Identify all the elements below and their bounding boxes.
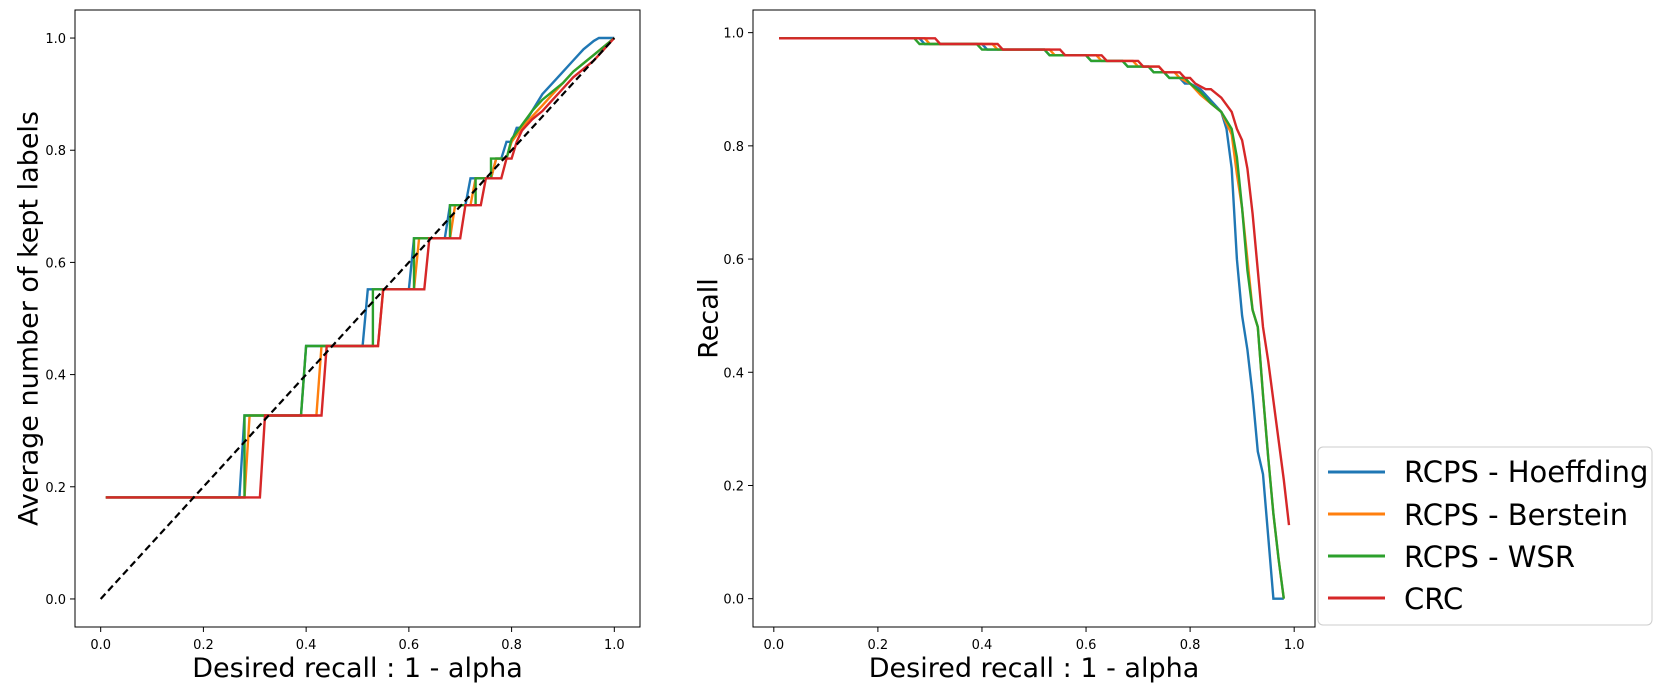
left-xtick-label: 0.2: [193, 638, 214, 653]
left-ytick-label: 1.0: [45, 32, 66, 47]
right-chart-ylabel: Recall: [694, 278, 725, 359]
left-ytick-label: 0.8: [45, 144, 66, 159]
left-ytick-label: 0.4: [45, 369, 66, 384]
legend-frame: [1317, 446, 1653, 626]
right-ytick-label: 0.8: [723, 140, 744, 155]
left-xtick-label: 0.4: [296, 638, 317, 653]
right-xtick-label: 0.4: [972, 638, 993, 653]
right-ytick-label: 0.6: [723, 253, 744, 268]
right-ytick-label: 0.4: [723, 366, 744, 381]
right-ytick-label: 1.0: [723, 27, 744, 42]
right-chart-xlabel: Desired recall : 1 - alpha: [869, 653, 1200, 684]
left-xtick-label: 0.6: [399, 638, 420, 653]
left-series-crc: [105, 37, 616, 499]
right-xtick-label: 0.0: [763, 638, 784, 653]
right-series-crc: [779, 37, 1291, 526]
legend-label-wsr: RCPS - WSR: [1404, 540, 1575, 574]
right-ytick-label: 0.0: [723, 593, 744, 608]
left-chart: Average number of kept labels Desired re…: [14, 9, 641, 684]
left-xtick-label: 1.0: [604, 638, 625, 653]
left-xtick-label: 0.0: [90, 638, 111, 653]
left-ytick-label: 0.2: [45, 481, 66, 496]
right-xtick-label: 0.2: [868, 638, 889, 653]
right-xtick-label: 1.0: [1284, 638, 1305, 653]
right-xtick-label: 0.8: [1180, 638, 1201, 653]
left-chart-ylabel: Average number of kept labels: [14, 111, 45, 526]
right-plot-frame: [752, 9, 1316, 628]
left-reference-diagonal: [99, 37, 616, 600]
left-xtick-label: 0.8: [501, 638, 522, 653]
left-ytick-label: 0.6: [45, 256, 66, 271]
right-xtick-label: 0.6: [1076, 638, 1097, 653]
right-ytick-label: 0.2: [723, 479, 744, 494]
legend-label-berstein: RCPS - Berstein: [1404, 498, 1628, 532]
left-chart-xlabel: Desired recall : 1 - alpha: [192, 653, 523, 684]
legend-label-hoeffding: RCPS - Hoeffding: [1404, 455, 1648, 489]
left-ytick-label: 0.0: [45, 593, 66, 608]
right-chart: Recall Desired recall : 1 - alpha 0.0 0.2…: [694, 9, 1316, 684]
left-plot-frame: [74, 9, 641, 628]
legend: RCPS - Hoeffding RCPS - Berstein RCPS - …: [1317, 446, 1653, 626]
legend-label-crc: CRC: [1404, 582, 1463, 616]
